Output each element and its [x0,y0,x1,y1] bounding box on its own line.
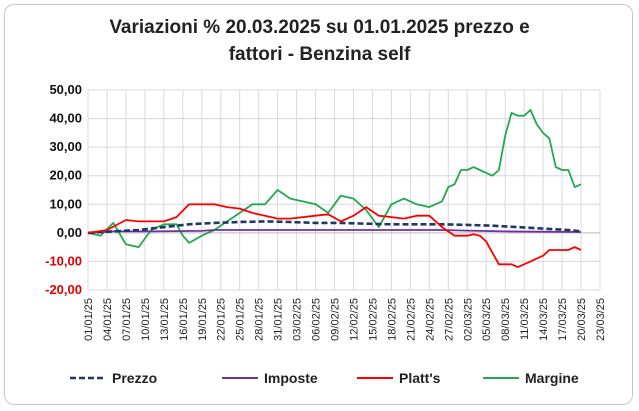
x-tick-label: 08/03/25 [500,298,512,341]
series-line-margine [87,109,582,248]
x-tick-label: 18/02/25 [386,298,398,341]
x-tick-label: 10/01/25 [140,298,152,341]
x-tick-label: 19/01/25 [197,298,209,341]
x-tick-label: 22/01/25 [216,298,228,341]
x-tick-label: 25/01/25 [235,298,247,341]
x-tick-label: 05/03/25 [481,298,493,341]
x-tick-label: 24/02/25 [424,298,436,341]
legend-label: Platt's [399,370,441,386]
x-tick-label: 06/02/25 [311,298,323,341]
x-tick-label: 09/02/25 [330,298,342,341]
y-tick-label: 10,00 [49,196,82,211]
x-tick-label: 23/03/25 [595,298,607,341]
chart-title: Variazioni % 20.03.2025 su 01.01.2025 pr… [0,14,639,68]
series-line-prezzo [87,220,582,235]
legend-label: Imposte [264,370,318,386]
x-tick-label: 13/01/25 [159,298,171,341]
x-tick-label: 14/03/25 [538,298,550,341]
x-tick-label: 01/01/25 [83,298,95,341]
legend-label: Margine [525,370,579,386]
x-tick-label: 28/01/25 [254,298,266,341]
x-tick-label: 12/02/25 [348,298,360,341]
y-tick-label: 40,00 [49,111,82,126]
y-tick-label: 0,00 [57,225,82,240]
x-tick-label: 04/01/25 [102,298,114,341]
y-tick-label: 30,00 [49,139,82,154]
y-tick-label: 50,00 [49,82,82,97]
series-line-imposte [87,229,582,234]
x-tick-label: 21/02/25 [405,298,417,341]
x-tick-label: 15/02/25 [367,298,379,341]
x-tick-label: 20/03/25 [576,298,588,341]
x-tick-label: 03/02/25 [292,298,304,341]
y-tick-label: -20,00 [45,282,82,297]
chart-title-line2: fattori - Benzina self [228,44,411,65]
x-tick-label: 27/02/25 [443,298,455,341]
x-tick-label: 11/03/25 [519,298,531,340]
chart-title-line1: Variazioni % 20.03.2025 su 01.01.2025 pr… [109,17,530,38]
x-tick-label: 16/01/25 [178,298,190,341]
x-tick-label: 31/01/25 [273,298,285,341]
legend-label: Prezzo [112,370,157,386]
x-tick-label: 07/01/25 [121,298,133,341]
x-tick-label: 17/03/25 [557,298,569,341]
y-tick-label: -10,00 [45,253,82,268]
x-tick-label: 02/03/25 [462,298,474,341]
series-line-platts [87,203,582,268]
y-tick-label: 20,00 [49,168,82,183]
